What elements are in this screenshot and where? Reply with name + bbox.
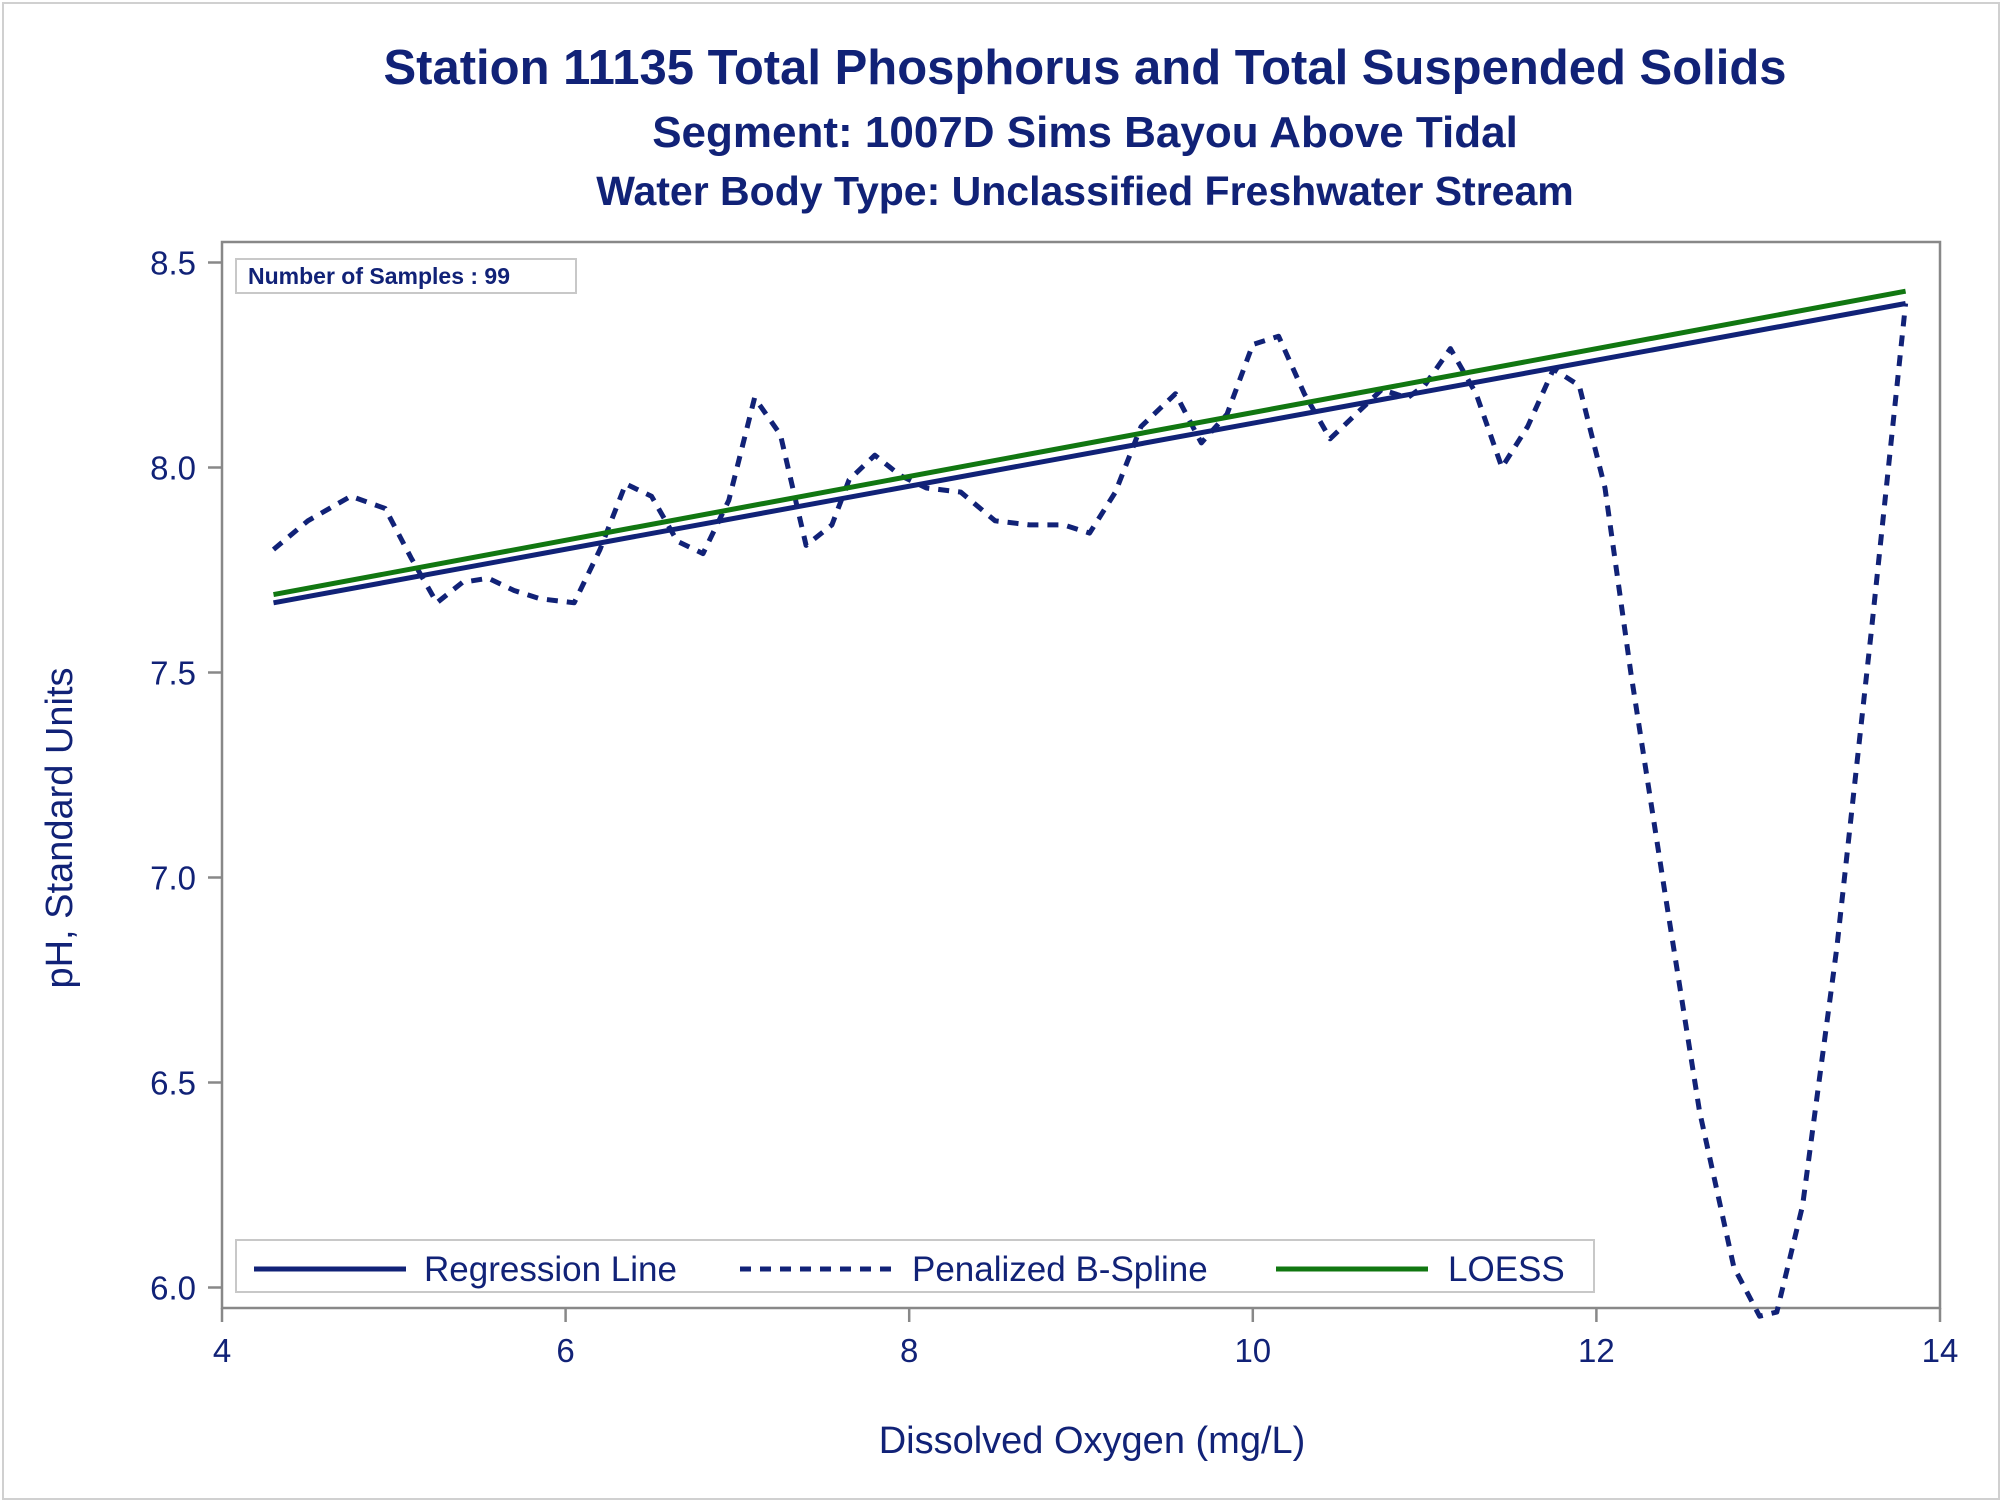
- x-tick-label-4: 12: [1578, 1332, 1615, 1369]
- series-penalized-b-spline-line: [271, 303, 1909, 1319]
- chart-subtitle-2: Water Body Type: Unclassified Freshwater…: [596, 168, 1574, 214]
- series-lines: [271, 288, 1909, 1319]
- series-regression-line-line: [273, 301, 1907, 606]
- x-tick-label-2: 8: [900, 1332, 918, 1369]
- chart-subtitle: Segment: 1007D Sims Bayou Above Tidal: [652, 108, 1518, 157]
- x-axis-label: Dissolved Oxygen (mg/L): [879, 1420, 1306, 1462]
- y-tick-label-3: 7.5: [150, 655, 196, 692]
- y-tick-label-2: 7.0: [150, 860, 196, 897]
- y-tick-label-0: 6.0: [150, 1270, 196, 1307]
- x-tick-label-1: 6: [556, 1332, 574, 1369]
- sample-count-box: Number of Samples : 99: [235, 258, 577, 294]
- legend-label-loess: LOESS: [1448, 1250, 1565, 1289]
- chart-title: Station 11135 Total Phosphorus and Total…: [383, 41, 1787, 95]
- sample-count-label: Number of Samples : 99: [248, 263, 510, 289]
- legend-label-penalized-b-spline: Penalized B-Spline: [912, 1250, 1208, 1289]
- y-tick-label-5: 8.5: [150, 245, 196, 282]
- x-tick-label-0: 4: [213, 1332, 231, 1369]
- legend: Regression Line Penalized B-Spline LOESS: [235, 1239, 1595, 1293]
- plot-area: [220, 240, 1942, 1310]
- y-tick-label-4: 8.0: [150, 450, 196, 487]
- y-axis-label: pH, Standard Units: [39, 667, 81, 988]
- y-tick-label-1: 6.5: [150, 1065, 196, 1102]
- series-loess-line: [273, 288, 1907, 598]
- legend-label-regression-line: Regression Line: [424, 1250, 677, 1289]
- x-tick-label-3: 10: [1234, 1332, 1271, 1369]
- x-tick-label-5: 14: [1922, 1332, 1959, 1369]
- axes: 4 6 8 10 12 14 6.0 6.5 7.0 7.5 8.0 8.5: [150, 245, 1958, 1370]
